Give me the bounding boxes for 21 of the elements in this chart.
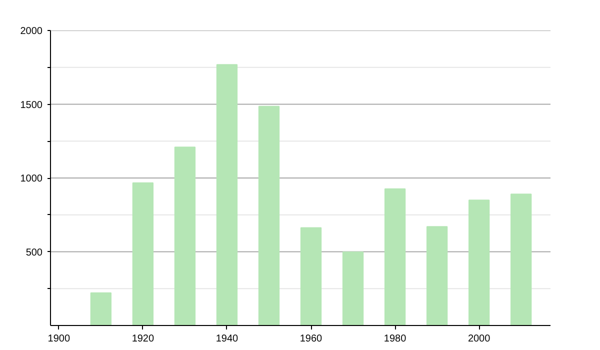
bar [300,227,322,326]
x-tick-label: 1900 [48,334,70,344]
x-tick-label: 2000 [468,334,491,344]
x-tick-label: 1940 [216,334,239,344]
bar [468,200,490,326]
bar [342,252,364,326]
bar [426,226,448,326]
x-tick-label: 1960 [300,334,323,344]
bar [510,194,532,326]
bar [384,188,406,326]
bar [216,64,238,326]
y-tick-label: 1500 [20,100,43,111]
bar [258,106,280,326]
bar [174,146,196,326]
y-tick-label: 2000 [20,26,43,37]
bar [132,182,154,326]
y-tick-label: 500 [26,247,43,258]
bar [90,292,112,326]
y-tick-label: 1000 [20,174,43,184]
x-tick-label: 1920 [132,334,154,344]
x-tick-label: 1980 [384,334,407,344]
